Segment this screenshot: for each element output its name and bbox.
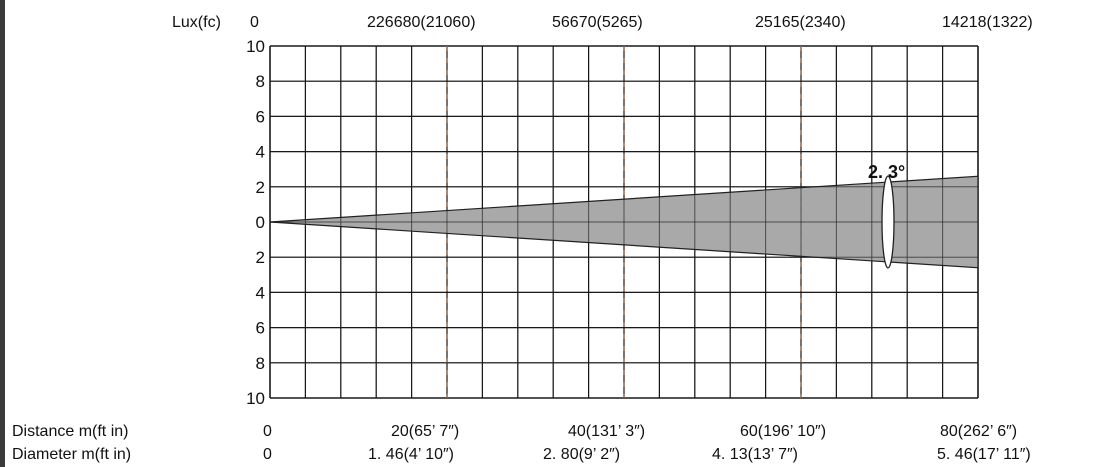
diameter-row-label: Diameter m(ft in): [12, 446, 131, 463]
distance-value-4: 80(262’ 6″): [940, 423, 1017, 440]
lux-value-2: 56670(5265): [552, 14, 643, 31]
lux-value-1: 226680(21060): [367, 14, 476, 31]
y-tick-label: 8: [256, 72, 265, 91]
diameter-value-2: 2. 80(9’ 2″): [543, 446, 620, 463]
y-tick-label: 8: [256, 354, 265, 373]
y-tick-label: 4: [256, 143, 265, 162]
lux-row-label: Lux(fc): [172, 14, 221, 31]
y-tick-label: 2: [256, 248, 265, 267]
y-tick-label: 6: [256, 319, 265, 338]
lux-value-0: 0: [250, 14, 259, 31]
y-tick-label: 6: [256, 107, 265, 126]
diameter-value-4: 5. 46(17’ 11″): [937, 446, 1031, 463]
y-tick-label: 10: [246, 389, 265, 408]
diameter-value-1: 1. 46(4’ 10″): [368, 446, 454, 463]
distance-value-2: 40(131’ 3″): [568, 423, 645, 440]
distance-value-3: 60(196’ 10″): [740, 423, 826, 440]
y-tick-label: 4: [256, 283, 265, 302]
distance-value-0: 0: [263, 423, 272, 440]
lux-value-3: 25165(2340): [755, 14, 846, 31]
diameter-value-3: 4. 13(13’ 7″): [712, 446, 798, 463]
distance-value-1: 20(65’ 7″): [391, 423, 459, 440]
y-tick-labels: 10 8 6 4 2 0 2 4 6 8 10: [246, 37, 265, 408]
beam-layer: [269, 46, 979, 398]
beam-angle-marker: [881, 175, 895, 269]
left-edge-rule: [0, 0, 5, 467]
beam-angle-label: 2. 3°: [868, 162, 905, 182]
lux-value-4: 14218(1322): [942, 14, 1033, 31]
y-tick-label: 2: [256, 178, 265, 197]
y-tick-label: 10: [246, 37, 265, 56]
distance-row-label: Distance m(ft in): [12, 423, 128, 440]
diameter-value-0: 0: [263, 446, 272, 463]
y-tick-label: 0: [256, 213, 265, 232]
